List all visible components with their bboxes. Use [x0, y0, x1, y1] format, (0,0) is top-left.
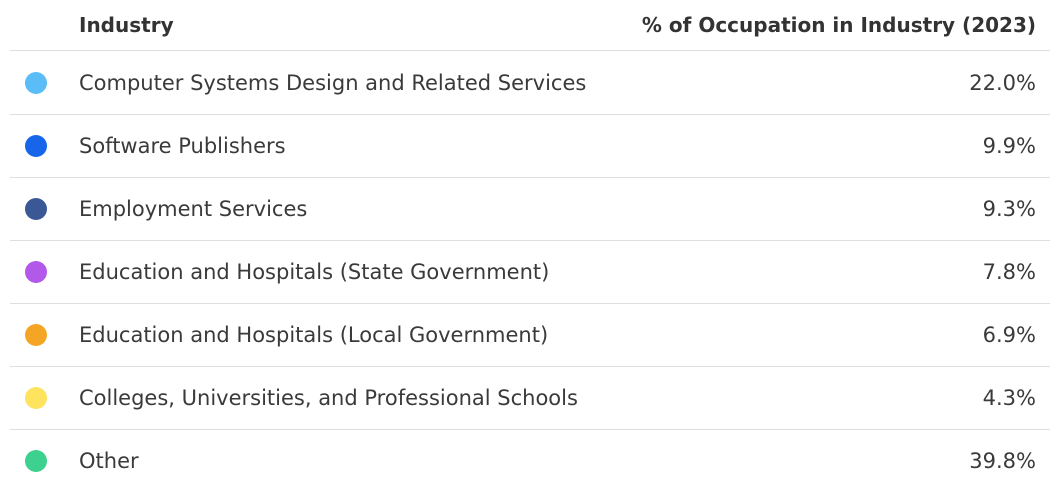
color-dot [25, 197, 47, 220]
color-dot [25, 449, 47, 472]
color-dot [25, 323, 47, 346]
table-row: Software Publishers 9.9% [10, 114, 1050, 178]
table-header: Industry % of Occupation in Industry (20… [10, 0, 1050, 51]
table-row: Employment Services 9.3% [10, 177, 1050, 241]
color-dot [25, 260, 47, 283]
industry-name: Education and Hospitals (State Governmen… [79, 259, 550, 284]
industry-name: Employment Services [79, 196, 308, 221]
table-row: Other 39.8% [10, 429, 1050, 492]
industry-name: Colleges, Universities, and Professional… [79, 385, 578, 410]
color-dot [25, 134, 47, 157]
industry-percent: 6.9% [982, 322, 1036, 347]
industry-percent: 7.8% [982, 259, 1036, 284]
table-row: Colleges, Universities, and Professional… [10, 366, 1050, 430]
table-row: Education and Hospitals (Local Governmen… [10, 303, 1050, 367]
industry-name: Computer Systems Design and Related Serv… [79, 70, 587, 95]
industry-percent: 22.0% [969, 70, 1036, 95]
header-industry: Industry [79, 13, 174, 37]
industry-name: Education and Hospitals (Local Governmen… [79, 322, 549, 347]
table-row: Computer Systems Design and Related Serv… [10, 51, 1050, 115]
industry-percent: 39.8% [969, 448, 1036, 473]
table-row: Education and Hospitals (State Governmen… [10, 240, 1050, 304]
header-percent: % of Occupation in Industry (2023) [641, 13, 1036, 37]
industry-percent: 9.9% [982, 133, 1036, 158]
industry-name: Software Publishers [79, 133, 286, 158]
industry-percent: 4.3% [982, 385, 1036, 410]
color-dot [25, 386, 47, 409]
industry-name: Other [79, 448, 139, 473]
color-dot [25, 71, 47, 94]
industry-percent: 9.3% [982, 196, 1036, 221]
